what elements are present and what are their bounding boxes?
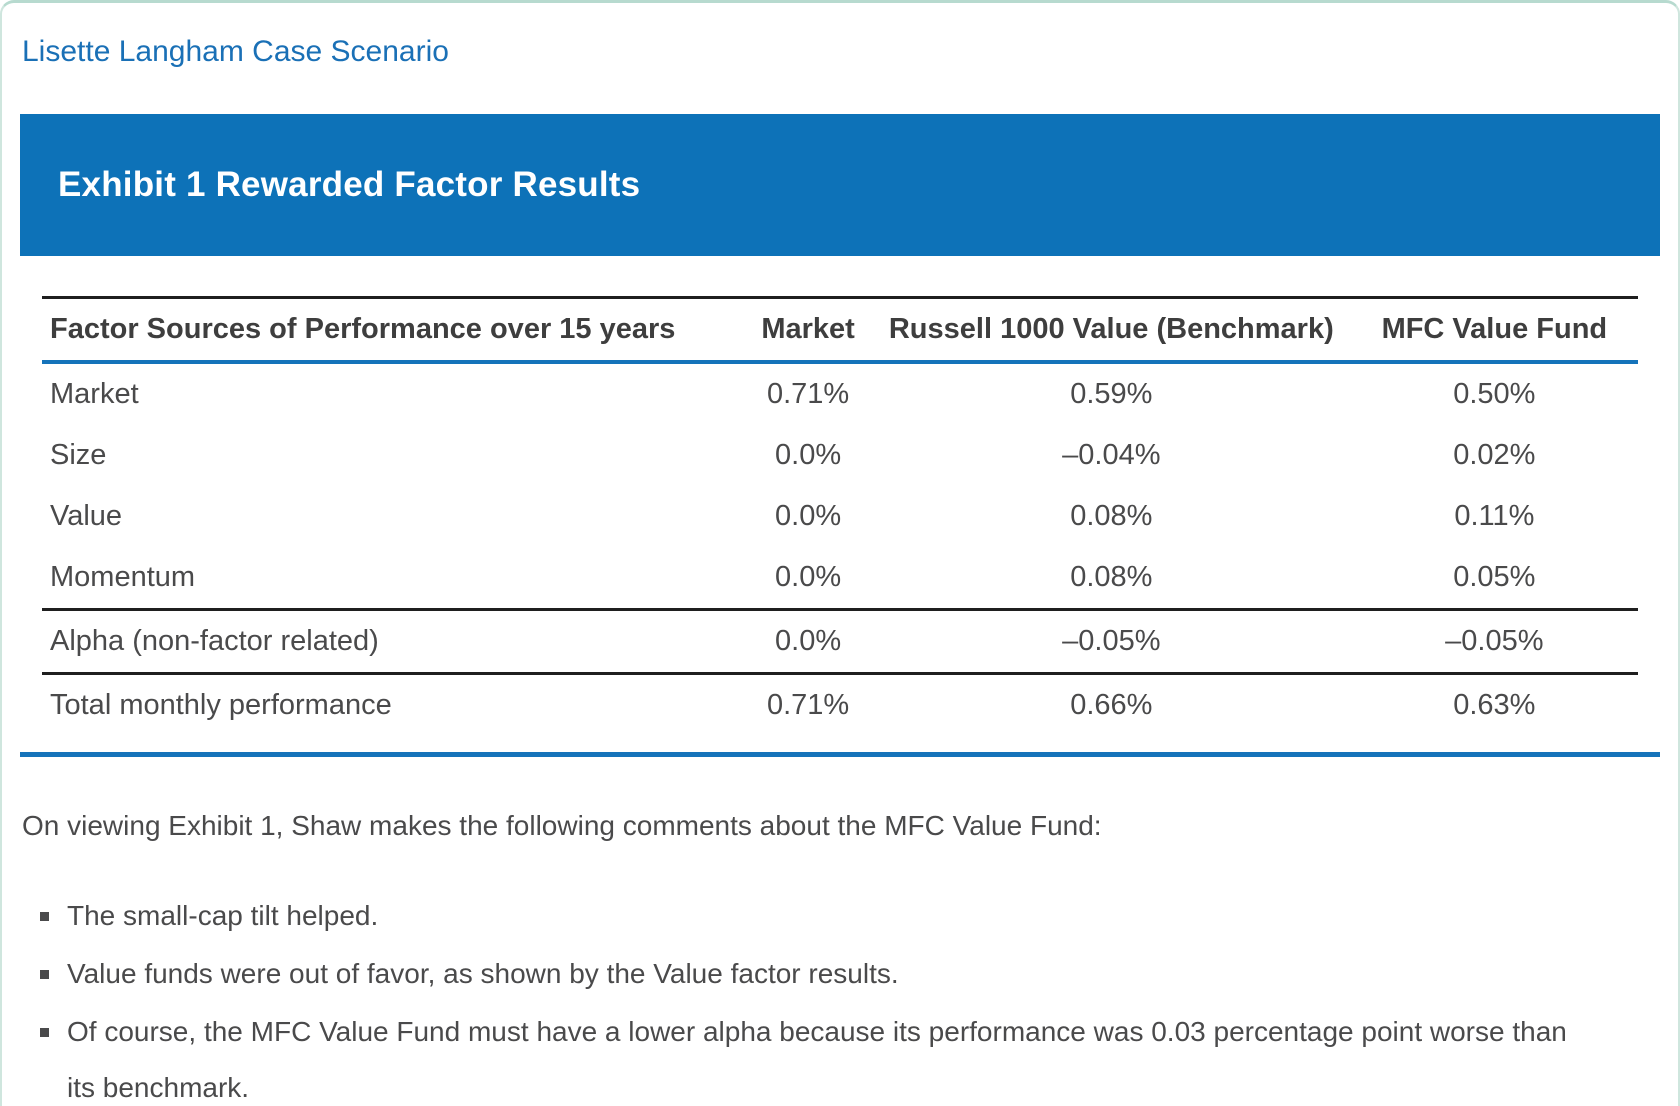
table-row-momentum: Momentum 0.0% 0.08% 0.05%: [42, 547, 1638, 610]
row-label: Value: [50, 500, 123, 532]
cell-benchmark: 0.66%: [871, 672, 1351, 736]
cell-market: 0.0%: [744, 608, 872, 674]
cell-market: 0.0%: [775, 561, 842, 593]
col-header-market: Market: [744, 297, 872, 364]
cell-benchmark: 0.08%: [1070, 500, 1153, 532]
cell-fund: 0.11%: [1454, 500, 1535, 532]
exhibit-header-bar: Exhibit 1 Rewarded Factor Results: [20, 114, 1660, 256]
cell-market: 0.0%: [775, 439, 842, 471]
row-label: Total monthly performance: [42, 672, 745, 736]
col-header-factor-sources: Factor Sources of Performance over 15 ye…: [42, 297, 745, 364]
exhibit-bottom-rule: [20, 752, 1660, 757]
table-row-total: Total monthly performance 0.71% 0.66% 0.…: [42, 672, 1638, 736]
exhibit-title: Exhibit 1 Rewarded Factor Results: [58, 165, 641, 204]
row-label: Alpha (non-factor related): [42, 608, 745, 674]
cell-fund: 0.05%: [1453, 561, 1536, 593]
table-row-value: Value 0.0% 0.08% 0.11%: [42, 486, 1638, 547]
comments-list: The small-cap tilt helped. Value funds w…: [20, 888, 1660, 1106]
col-header-benchmark: Russell 1000 Value (Benchmark): [871, 297, 1351, 364]
table-row-market: Market 0.71% 0.59% 0.50%: [42, 362, 1638, 425]
cell-benchmark: –0.05%: [871, 608, 1351, 674]
row-label: Market: [50, 378, 139, 410]
page-title: Lisette Langham Case Scenario: [22, 35, 449, 68]
cell-market: 0.0%: [775, 500, 842, 532]
table-row-alpha: Alpha (non-factor related) 0.0% –0.05% –…: [42, 608, 1638, 674]
cell-benchmark: –0.04%: [1062, 439, 1161, 471]
row-label: Size: [50, 439, 107, 471]
table-header-row: Factor Sources of Performance over 15 ye…: [42, 297, 1638, 364]
cell-benchmark: 0.08%: [1070, 561, 1153, 593]
col-header-mfc-fund: MFC Value Fund: [1350, 297, 1638, 364]
cell-fund: 0.02%: [1453, 439, 1536, 471]
list-item-small-cap: The small-cap tilt helped.: [40, 888, 1570, 944]
cell-fund: 0.63%: [1350, 672, 1638, 736]
intro-text: On viewing Exhibit 1, Shaw makes the fol…: [22, 810, 1102, 841]
cell-market: 0.71%: [766, 378, 850, 410]
cell-fund: 0.50%: [1453, 378, 1536, 410]
factor-results-table: Factor Sources of Performance over 15 ye…: [42, 296, 1638, 736]
cell-market: 0.71%: [744, 672, 872, 736]
list-item-value-funds: Value funds were out of favor, as shown …: [40, 946, 1570, 1002]
table-row-size: Size 0.0% –0.04% 0.02%: [42, 425, 1638, 486]
row-label: Momentum: [50, 561, 196, 593]
cell-fund: –0.05%: [1350, 608, 1638, 674]
list-item-lower-alpha: Of course, the MFC Value Fund must have …: [40, 1004, 1570, 1106]
cell-benchmark: 0.59%: [1070, 378, 1153, 410]
